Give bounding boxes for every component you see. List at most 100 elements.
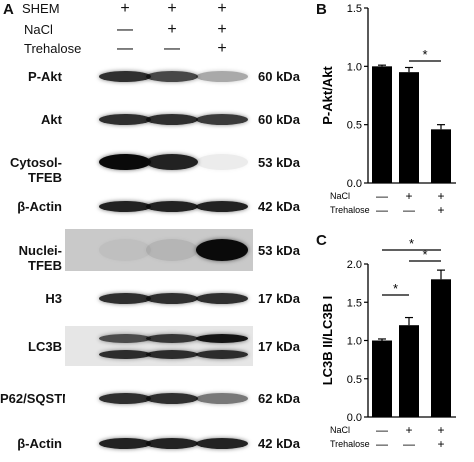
bar xyxy=(431,279,451,417)
blot-band xyxy=(146,292,198,304)
y-axis-label: LC3B II/LC3B I xyxy=(320,296,335,386)
blot-label: Nuclei-TFEB xyxy=(18,243,62,273)
blot-label: β-Actin xyxy=(17,199,62,214)
blot-band xyxy=(146,113,198,125)
blot-band xyxy=(99,154,151,170)
y-tick-label: 0.0 xyxy=(347,178,362,190)
blot-band xyxy=(146,239,198,261)
blot-band xyxy=(146,437,198,449)
blot-band xyxy=(196,334,248,343)
kda-label: 53 kDa xyxy=(258,155,300,170)
y-tick-label: 0.5 xyxy=(347,120,362,132)
blot-band xyxy=(146,334,198,343)
y-tick-label: 1.5 xyxy=(347,297,362,309)
significance-star: * xyxy=(422,47,427,62)
blot-label: Cytosol-TFEB xyxy=(10,155,62,185)
condition-mark: + xyxy=(437,423,444,437)
bar xyxy=(372,66,392,183)
panel-a-letter: A xyxy=(3,1,14,18)
condition-mark: + xyxy=(217,40,227,57)
y-axis-label: P-Akt/Akt xyxy=(320,66,335,125)
blot-band xyxy=(196,70,248,82)
blot-band xyxy=(146,350,198,359)
condition-mark: — xyxy=(376,423,388,437)
condition-label: Trehalose xyxy=(330,205,370,215)
blot-strip xyxy=(65,149,253,175)
blot-band xyxy=(99,437,151,449)
condition-label: SHEM xyxy=(22,1,60,16)
bar xyxy=(399,72,419,183)
kda-label: 42 kDa xyxy=(258,199,300,214)
blot-strip xyxy=(65,384,253,412)
blot-strip xyxy=(65,326,253,366)
condition-mark: + xyxy=(217,0,227,17)
condition-mark: + xyxy=(120,0,130,17)
kda-label: 53 kDa xyxy=(258,243,300,258)
condition-label: NaCl xyxy=(330,191,350,201)
blot-labels: P-Akt Akt Cytosol-TFEB β-Actin Nuclei-TFEB H3… xyxy=(0,0,81,462)
blot-label: P62/SQSTM1 xyxy=(0,391,81,406)
condition-mark: + xyxy=(167,21,177,38)
blot-strip xyxy=(65,287,253,309)
blot-band xyxy=(99,392,151,404)
blot-band xyxy=(99,200,151,212)
kda-label: 60 kDa xyxy=(258,112,300,127)
blot-band xyxy=(196,392,248,404)
blot-band xyxy=(196,154,248,170)
condition-mark: — xyxy=(403,437,415,451)
blot-label: β-Actin xyxy=(17,436,62,451)
blot-strip xyxy=(65,195,253,217)
blot-band xyxy=(99,350,151,359)
bar xyxy=(431,129,451,183)
blot-band xyxy=(99,334,151,343)
bar xyxy=(399,325,419,417)
panel-b-letter: B xyxy=(316,1,327,18)
bar xyxy=(372,340,392,417)
condition-mark: + xyxy=(167,0,177,17)
blot-label: Akt xyxy=(41,112,62,127)
y-tick-label: 0.0 xyxy=(347,412,362,424)
blot-band xyxy=(99,239,151,261)
condition-mark: + xyxy=(437,203,444,217)
condition-mark: + xyxy=(437,437,444,451)
blot-band xyxy=(196,437,248,449)
condition-label: Trehalose xyxy=(330,439,370,449)
condition-mark: — xyxy=(117,40,133,57)
panel-c-letter: C xyxy=(316,232,327,249)
condition-mark: — xyxy=(117,21,133,38)
blot-band xyxy=(196,200,248,212)
blot-band xyxy=(99,70,151,82)
y-tick-label: 1.0 xyxy=(347,61,362,73)
blot-strip xyxy=(65,229,253,271)
blot-band xyxy=(196,292,248,304)
kda-label: 60 kDa xyxy=(258,69,300,84)
blot-strip xyxy=(65,432,253,454)
blot-band xyxy=(196,350,248,359)
blot-band xyxy=(196,113,248,125)
blot-band xyxy=(146,154,198,170)
y-tick-label: 2.0 xyxy=(347,259,362,271)
condition-mark: + xyxy=(405,423,412,437)
blot-band xyxy=(99,292,151,304)
condition-mark: — xyxy=(376,437,388,451)
condition-mark: + xyxy=(405,189,412,203)
condition-label: NaCl xyxy=(24,22,53,37)
y-tick-label: 0.5 xyxy=(347,374,362,386)
condition-label: Trehalose xyxy=(24,41,82,56)
y-tick-label: 1.5 xyxy=(347,3,362,15)
kda-label: 62 kDa xyxy=(258,391,300,406)
blot-strip xyxy=(65,65,253,87)
blot-band xyxy=(196,239,248,261)
blot-label: P-Akt xyxy=(28,69,62,84)
chart-b: 0.00.51.01.5P-Akt/Akt*NaCl — + +Trehalose — —… xyxy=(320,3,456,217)
significance-star: * xyxy=(393,281,398,296)
y-tick-label: 1.0 xyxy=(347,336,362,348)
significance-star: * xyxy=(422,247,427,262)
condition-mark: — xyxy=(376,203,388,217)
kda-label: 17 kDa xyxy=(258,339,300,354)
condition-mark: + xyxy=(437,189,444,203)
condition-mark: — xyxy=(376,189,388,203)
condition-label: NaCl xyxy=(330,425,350,435)
kda-label: 17 kDa xyxy=(258,291,300,306)
